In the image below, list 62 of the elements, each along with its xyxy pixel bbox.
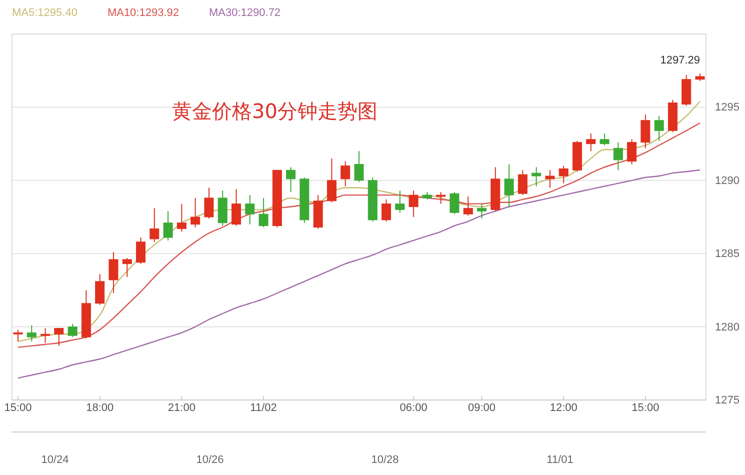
candlestick xyxy=(26,324,36,342)
line-series xyxy=(17,169,701,379)
text: 10/28 xyxy=(371,454,399,466)
candlestick xyxy=(136,236,146,264)
candlestick xyxy=(326,158,336,203)
candlestick xyxy=(504,164,514,208)
candlestick xyxy=(245,194,255,225)
candlestick xyxy=(600,133,610,146)
y-tick-label: 1280 xyxy=(715,321,740,334)
candlestick xyxy=(68,323,78,338)
candlestick xyxy=(54,328,64,346)
candlestick xyxy=(545,170,555,188)
candlestick xyxy=(463,196,473,216)
x-tick-label: 21:00 xyxy=(168,402,196,414)
candlestick xyxy=(586,133,596,152)
x-tick-label: 06:00 xyxy=(400,402,428,414)
candlestick xyxy=(408,190,418,218)
x-tick-label: 09:00 xyxy=(468,402,496,414)
x-tick-label: 18:00 xyxy=(86,402,114,414)
candlestick xyxy=(122,257,132,278)
text: 11/01 xyxy=(546,454,574,466)
text: MA30:1290.72 xyxy=(209,7,281,19)
candlestick xyxy=(163,210,173,241)
candlestick xyxy=(477,203,487,219)
candlestick xyxy=(231,188,241,226)
candlestick xyxy=(108,252,118,294)
candlestick xyxy=(150,208,160,242)
candlestick xyxy=(654,115,664,142)
candlestick xyxy=(613,142,623,171)
candlestick xyxy=(558,165,568,184)
text: MA10:1293.92 xyxy=(107,7,179,19)
candlestick xyxy=(518,170,528,196)
candlestick xyxy=(340,160,350,187)
candlestick xyxy=(450,192,460,215)
x-tick-label: 12:00 xyxy=(550,402,578,414)
candlestick xyxy=(190,197,200,228)
candlestick xyxy=(204,187,214,219)
candlestick xyxy=(95,274,105,306)
x-tick-label: 11/02 xyxy=(250,402,277,414)
annotation: 1297.29 xyxy=(660,54,700,67)
candlestick xyxy=(286,166,296,193)
candlestick xyxy=(395,190,405,214)
y-tick-label: 1290 xyxy=(715,174,740,187)
y-tick-label: 1275 xyxy=(715,394,740,407)
candlestick xyxy=(13,329,23,342)
candlestick xyxy=(176,203,186,232)
x-tick-label: 15:00 xyxy=(632,402,660,414)
candlestick xyxy=(354,150,364,182)
text: 黄金价格30分钟走势图 xyxy=(172,99,378,123)
text: MA5:1295.40 xyxy=(12,7,78,19)
text: 10/24 xyxy=(41,454,69,466)
candlestick xyxy=(640,114,650,149)
candlestick xyxy=(436,192,446,204)
x-tick-label: 15:00 xyxy=(4,402,32,414)
candlestick xyxy=(627,138,637,165)
candlestick xyxy=(258,197,268,228)
text: 10/26 xyxy=(196,454,224,466)
y-tick-label: 1295 xyxy=(715,102,740,114)
candlestick xyxy=(532,166,542,187)
candlestick xyxy=(382,198,392,222)
candlestick xyxy=(40,328,50,344)
y-tick-label: 1285 xyxy=(715,248,740,260)
